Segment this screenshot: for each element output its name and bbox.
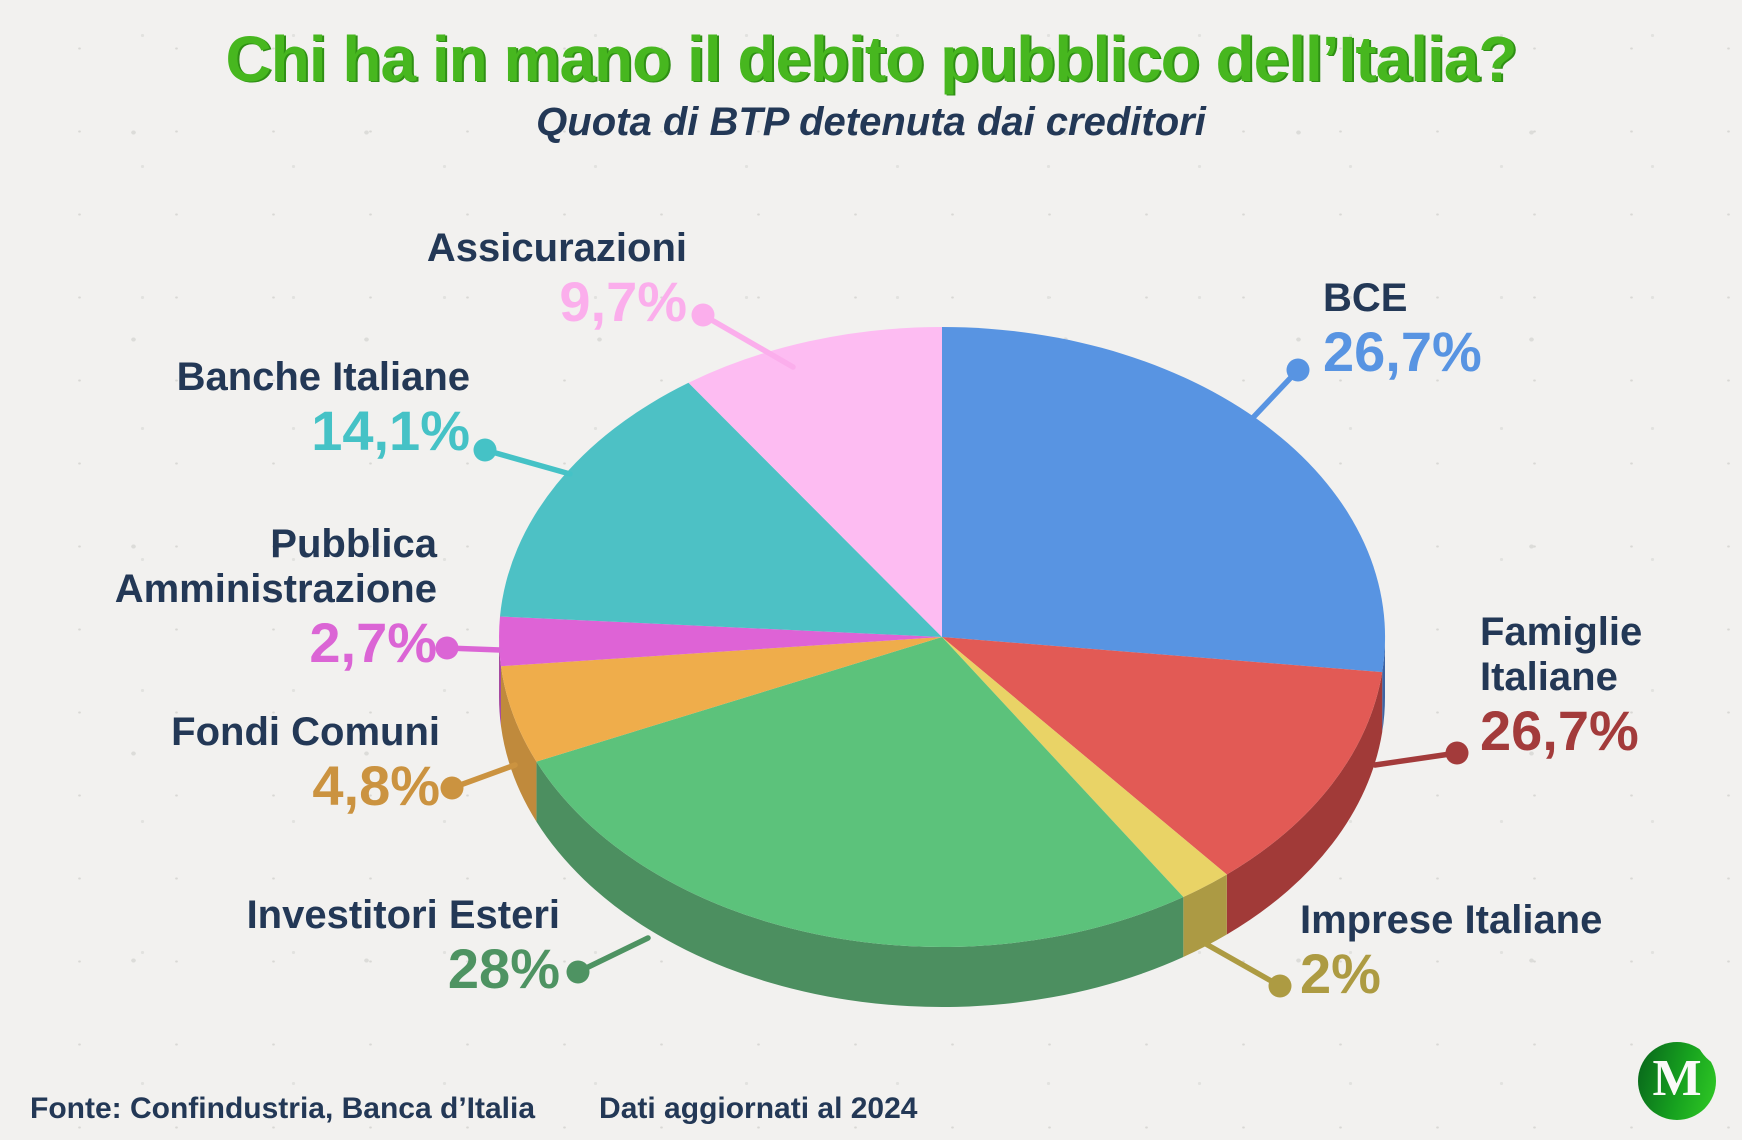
slice-value: 9,7% — [559, 269, 687, 333]
pie-side-pubblica-amministrazione — [499, 637, 501, 727]
callout-fondi-comuni: Fondi Comuni 4,8% — [171, 710, 440, 814]
callout-famiglie-italiane: Famiglie Italiane 26,7% — [1480, 610, 1695, 759]
slice-value: 4,8% — [312, 753, 440, 817]
callout-banche-italiane: Banche Italiane 14,1% — [177, 355, 470, 459]
leader-dot-imprese-italiane — [1268, 974, 1292, 998]
callout-imprese-italiane: Imprese Italiane 2% — [1300, 898, 1602, 1002]
slice-label: Famiglie Italiane — [1480, 610, 1643, 699]
leader-line-bce — [1244, 367, 1301, 427]
page-subtitle: Quota di BTP detenuta dai creditori — [536, 100, 1206, 144]
leader-line-imprese-italiane — [1203, 941, 1283, 989]
slice-value: 2% — [1300, 941, 1381, 1005]
leader-dot-assicurazioni — [691, 303, 715, 327]
pie-side-famiglie-italiane — [1226, 672, 1383, 935]
pie-side-imprese-italiane — [1183, 874, 1227, 957]
footer: Fonte: Confindustria, Banca d’Italia Dat… — [30, 1092, 918, 1126]
slice-label: Investitori Esteri — [246, 893, 560, 937]
leader-dot-fondi-comuni — [440, 776, 464, 800]
slice-value: 2,7% — [309, 610, 437, 674]
slice-value: 28% — [447, 936, 560, 1000]
callout-assicurazioni: Assicurazioni 9,7% — [427, 226, 687, 330]
pie-side-investitori-esteri — [536, 761, 1184, 1008]
leader-line-investitori-esteri — [575, 935, 651, 975]
slice-value: 26,7% — [1480, 698, 1639, 762]
brand-logo-letter-m: M — [1652, 1050, 1702, 1107]
slice-label: Banche Italiane — [176, 355, 470, 399]
slice-label: Pubblica Amministrazione — [114, 522, 437, 611]
pie-side-fondi-comuni — [501, 666, 537, 822]
callout-bce: BCE 26,7% — [1323, 276, 1482, 380]
pie-slice-imprese-italiane — [942, 637, 1227, 897]
updated-text: Dati aggiornati al 2024 — [599, 1092, 918, 1125]
slice-value: 14,1% — [311, 398, 470, 462]
pie-slice-banche-italiane — [500, 382, 942, 637]
slice-value: 26,7% — [1323, 319, 1482, 383]
pie-slice-famiglie-italiane — [942, 637, 1383, 875]
leader-dot-famiglie-italiane — [1445, 741, 1469, 765]
callout-pubblica-amministrazione: Pubblica Amministrazione 2,7% — [92, 522, 437, 671]
source-text: Fonte: Confindustria, Banca d’Italia — [30, 1092, 536, 1125]
page-title: Chi ha in mano il debito pubblico dell’I… — [225, 23, 1518, 95]
slice-label: Fondi Comuni — [171, 710, 440, 754]
pie-slice-fondi-comuni — [501, 637, 942, 762]
callout-investitori-esteri: Investitori Esteri 28% — [247, 893, 560, 997]
pie-slice-pubblica-amministrazione — [499, 616, 942, 667]
leader-dot-banche-italiane — [473, 438, 497, 462]
leader-dot-pubblica-amministrazione — [435, 636, 459, 660]
slice-label: Assicurazioni — [426, 226, 687, 270]
pie-slice-investitori-esteri — [536, 637, 1184, 948]
leader-dot-investitori-esteri — [566, 960, 590, 984]
leader-line-famiglie-italiane — [1372, 750, 1460, 768]
pie-slice-assicurazioni — [688, 327, 942, 637]
pie-side-bce — [1382, 637, 1386, 733]
leader-dot-bce — [1286, 358, 1310, 382]
slice-label: Imprese Italiane — [1300, 898, 1603, 942]
slice-label: BCE — [1323, 276, 1408, 320]
pie-slice-bce — [942, 327, 1386, 673]
leader-line-banche-italiane — [482, 447, 573, 477]
leader-line-assicurazioni — [700, 312, 796, 370]
